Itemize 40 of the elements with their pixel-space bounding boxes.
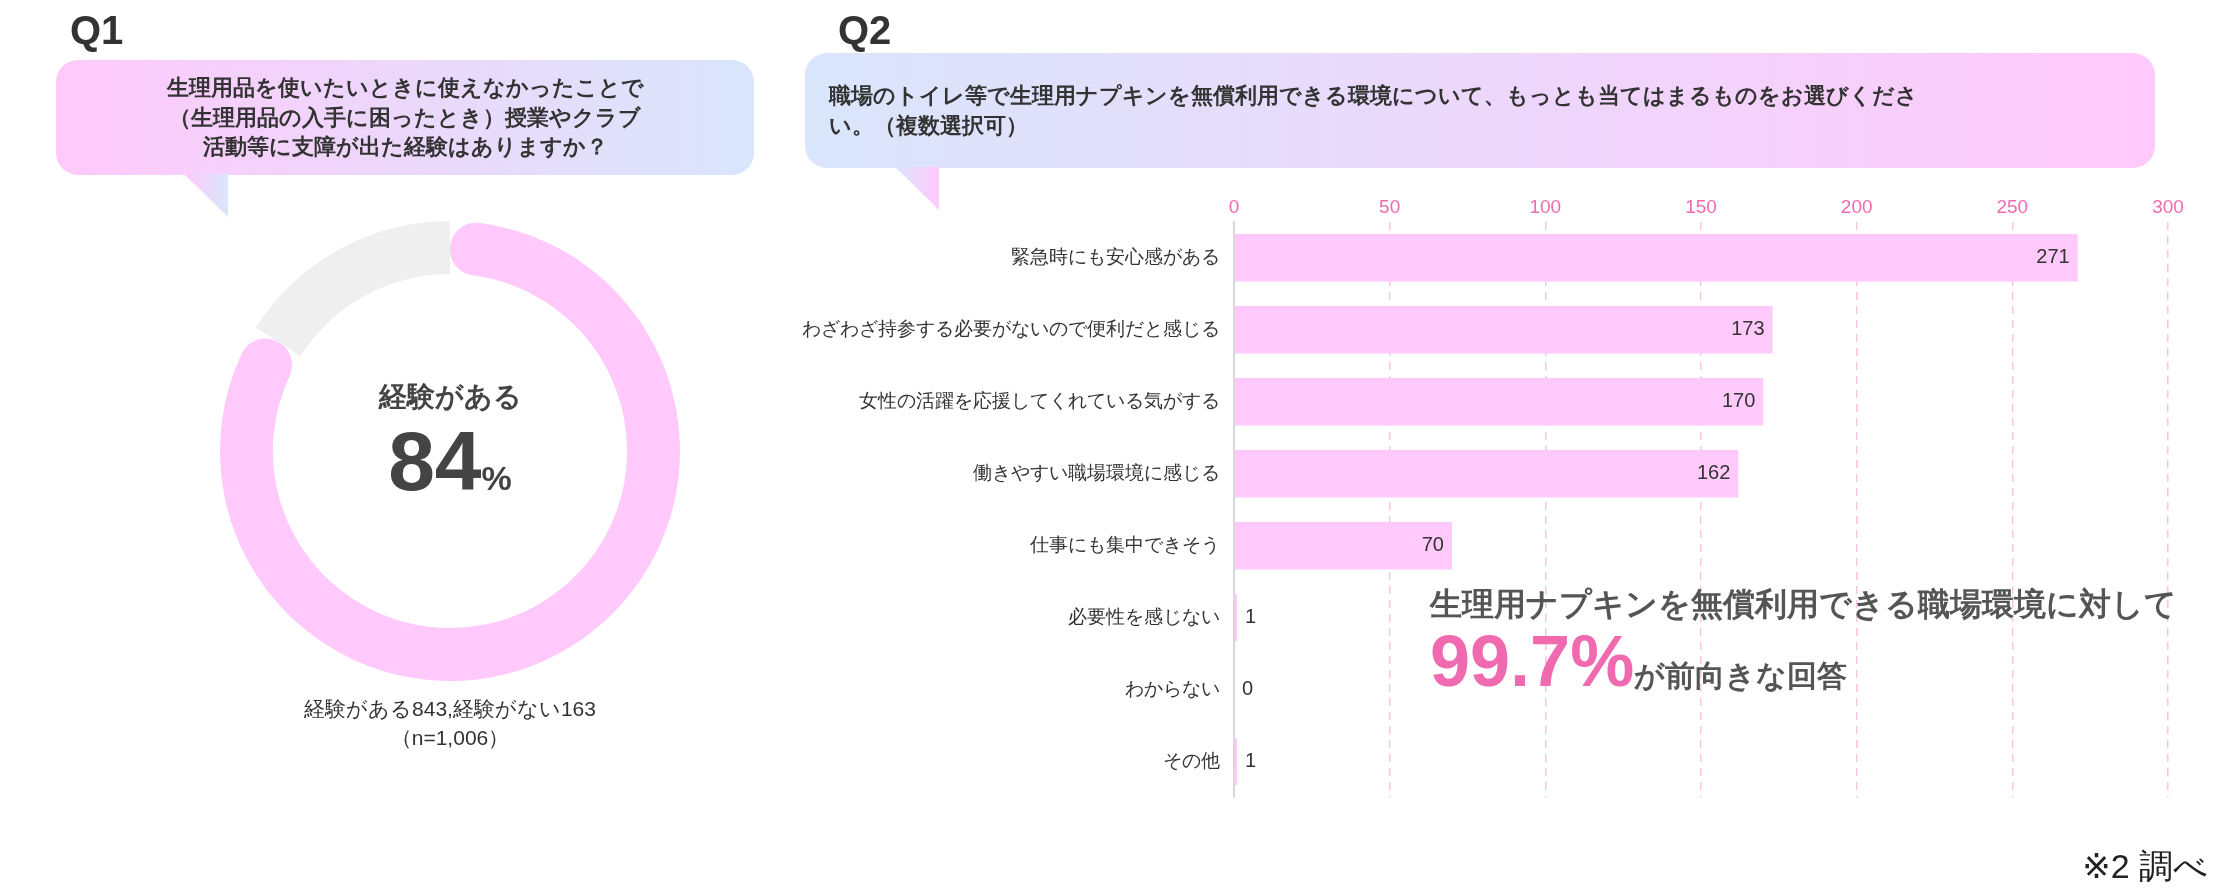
data-label: 70 [1421,533,1444,556]
text: 経験がある843,経験がない163 [303,696,597,722]
x-tick-label: 0 [1228,195,1240,217]
annotation: が前向きな回答 [1634,659,1848,692]
y-tick-label: 緊急時にも安心感がある [1011,246,1220,268]
bar [1234,521,1452,570]
data-label: 0 [1242,677,1254,700]
text: 経験がある [378,381,522,412]
data-label: 1 [1245,605,1257,628]
annotation: 99.7% [1430,621,1635,701]
x-tick-label: 100 [1529,195,1562,217]
bar [1234,306,1773,354]
text: （n=1,006） [389,725,511,752]
bar [1234,449,1739,498]
y-tick-label: 働きやすい職場環境に感じる [973,461,1220,483]
chart-subtitle: 職場のトイレ等で生理用ナプキンを無償利用できる環境について、もっとも当てはまるものをお選びください。（複数選択可） [829,81,1919,140]
text: ※2 調べ [2082,846,2208,887]
chart-subtitle: 生理用品を使いたいときに使えなかったことで（生理用品の入手に困ったとき）授業やクラブ活動等に支障が出た経験はありますか？ [165,73,645,162]
data-label: 173 [1731,317,1765,340]
y-tick-label: 女性の活躍を応援してくれている気がする [859,389,1220,411]
x-tick-label: 150 [1685,195,1717,217]
x-tick-label: 300 [2152,195,2184,217]
y-tick-label: わからない [1125,677,1220,699]
data-label: 170 [1721,389,1756,412]
y-tick-label: わざわざ持参する必要がないので便利だと感じる [802,318,1220,339]
x-tick-label: 200 [1840,195,1873,217]
y-tick-label: 必要性を感じない [1068,605,1220,627]
bar [1234,377,1764,426]
text: Q2 [838,8,892,53]
annotation: 生理用ナプキンを無償利用できる職場環境に対して [1430,585,2177,624]
chart-title: Q1 [70,8,124,53]
x-tick-label: 50 [1379,195,1401,217]
data-label: 271 [2036,245,2070,268]
data-label: 1 [1245,749,1257,772]
y-tick-label: その他 [1163,749,1220,771]
text: 84% [388,414,512,508]
y-tick-label: 仕事にも集中できそう [1029,533,1220,555]
data-label: 162 [1696,461,1731,484]
x-tick-label: 250 [1996,195,2029,217]
bar [1234,234,2078,282]
